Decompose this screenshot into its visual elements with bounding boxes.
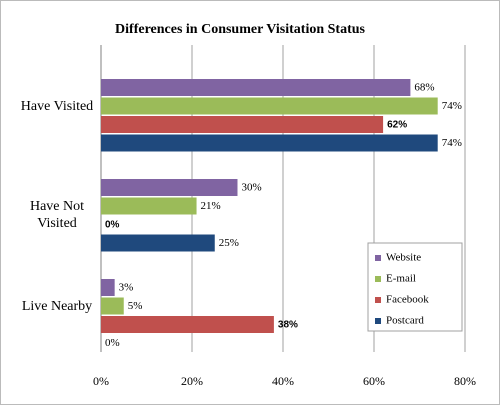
bar — [101, 279, 115, 296]
bar — [101, 97, 438, 115]
value-label: 68% — [414, 82, 434, 94]
value-label: 74% — [442, 100, 462, 112]
y-tick-label: Have Visited — [20, 99, 94, 114]
bar — [101, 134, 438, 152]
y-tick-label: Have Not Visited — [29, 199, 85, 231]
value-label: 74% — [442, 137, 462, 149]
bar — [101, 197, 197, 215]
x-tick-label: 20% — [181, 374, 203, 388]
bar — [101, 179, 238, 196]
x-tick-label: 80% — [454, 374, 476, 388]
value-label: 5% — [128, 300, 143, 312]
x-tick-label: 0% — [93, 374, 109, 388]
x-tick-label: 40% — [272, 374, 294, 388]
legend-label: Facebook — [386, 294, 429, 306]
bar — [101, 316, 274, 333]
legend-label: E-mail — [386, 273, 416, 285]
value-label: 38% — [278, 320, 298, 331]
legend-swatch — [375, 318, 381, 324]
value-label: 0% — [105, 337, 120, 349]
y-tick-label: Live Nearby — [21, 299, 93, 314]
bar — [101, 79, 411, 96]
value-label: 30% — [242, 182, 262, 194]
bar — [101, 116, 384, 133]
bar — [101, 234, 215, 252]
legend-box — [367, 242, 463, 332]
legend-swatch — [375, 255, 381, 261]
chart-title: Differences in Consumer Visitation Statu… — [115, 22, 365, 37]
value-label: 21% — [201, 200, 221, 212]
legend-swatch — [375, 276, 381, 282]
value-label: 3% — [119, 282, 134, 294]
x-tick-label: 60% — [363, 374, 385, 388]
value-label: 62% — [387, 120, 407, 131]
value-label: 25% — [219, 237, 239, 249]
legend-label: Website — [386, 252, 421, 264]
bar — [101, 297, 124, 315]
value-label: 0% — [105, 220, 120, 231]
legend-swatch — [375, 297, 381, 303]
legend-label: Postcard — [386, 315, 424, 327]
